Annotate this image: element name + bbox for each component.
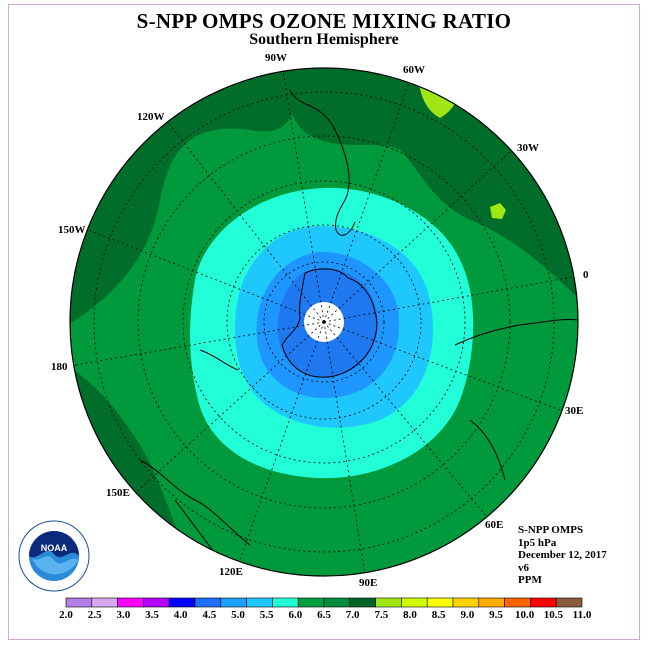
lon-label-60e: 60E (485, 519, 503, 531)
colorbar-tick-label: 10.0 (515, 609, 535, 621)
colorbar-swatch (478, 597, 505, 608)
info-panel: S-NPP OMPS 1p5 hPa December 12, 2017 v6 … (518, 524, 607, 587)
colorbar-swatch (375, 597, 402, 608)
colorbar-tick-label: 7.5 (374, 609, 388, 621)
lon-label-60w: 60W (403, 64, 425, 76)
info-date: December 12, 2017 (518, 549, 607, 561)
map-border (69, 67, 579, 577)
colorbar-tick-label: 3.0 (116, 609, 130, 621)
info-units: PPM (518, 574, 542, 586)
noaa-logo: NOAA (18, 520, 90, 592)
lon-label-30w: 30W (517, 142, 539, 154)
colorbar-swatch (220, 597, 247, 608)
colorbar-tick-label: 7.0 (346, 609, 360, 621)
colorbar-tick-label: 9.0 (460, 609, 474, 621)
lon-label-0: 0 (583, 269, 589, 281)
colorbar-swatch (323, 597, 351, 608)
noaa-logo-text: NOAA (41, 543, 68, 553)
colorbar-tick-label: 5.5 (260, 609, 274, 621)
colorbar-tick-label: 2.5 (88, 609, 102, 621)
colorbar-tick-label: 4.0 (174, 609, 188, 621)
colorbar-tick-label: 8.0 (403, 609, 417, 621)
map-title: S-NPP OMPS OZONE MIXING RATIO (136, 9, 512, 33)
colorbar-swatch (143, 597, 170, 608)
info-version: v6 (518, 561, 529, 574)
colorbar-swatch (91, 597, 118, 608)
colorbar-tick-label: 9.5 (489, 609, 503, 621)
colorbar-tick-label: 2.0 (59, 609, 73, 621)
lon-label-90e: 90E (359, 577, 377, 589)
colorbar-tick-label: 5.0 (231, 609, 245, 621)
colorbar: 2.0 2.5 3.0 3.5 4.0 4.5 5.0 5.5 6.0 6.5 7.0 7.5 8.0 8… (59, 597, 592, 621)
colorbar-swatch (530, 597, 557, 608)
colorbar-tick-label: 10.5 (544, 609, 564, 621)
colorbar-tick-label: 4.5 (202, 609, 216, 621)
info-instrument: S-NPP OMPS (518, 524, 584, 536)
colorbar-swatch (349, 597, 376, 608)
colorbar-swatch (401, 597, 428, 608)
ozone-field (70, 68, 578, 576)
colorbar-swatch (452, 597, 480, 608)
colorbar-swatch (555, 597, 583, 608)
colorbar-swatch (168, 597, 196, 608)
colorbar-tick-label: 8.5 (432, 609, 446, 621)
colorbar-tick-label: 6.0 (288, 609, 302, 621)
map-subtitle: Southern Hemisphere (249, 31, 399, 48)
colorbar-tick-label: 11.0 (573, 609, 592, 621)
lon-label-30e: 30E (565, 405, 583, 417)
colorbar-swatch (246, 597, 273, 608)
colorbar-swatch (272, 597, 299, 608)
info-level: 1p5 hPa (518, 536, 557, 549)
colorbar-swatch (117, 597, 144, 608)
lon-label-180: 180 (51, 361, 68, 373)
lon-label-150w: 150W (58, 224, 86, 236)
lon-label-150e: 150E (106, 487, 130, 499)
colorbar-swatch (194, 597, 222, 608)
lon-label-120w: 120W (137, 111, 165, 123)
colorbar-swatch (426, 597, 454, 608)
colorbar-tick-label: 3.5 (145, 609, 159, 621)
colorbar-tick-label: 6.5 (317, 609, 331, 621)
colorbar-swatch (297, 597, 325, 608)
lon-label-120e: 120E (219, 566, 243, 578)
colorbar-swatch (504, 597, 531, 608)
colorbar-swatch (65, 597, 93, 608)
lon-label-90w: 90W (265, 52, 287, 64)
image-frame (8, 4, 640, 640)
